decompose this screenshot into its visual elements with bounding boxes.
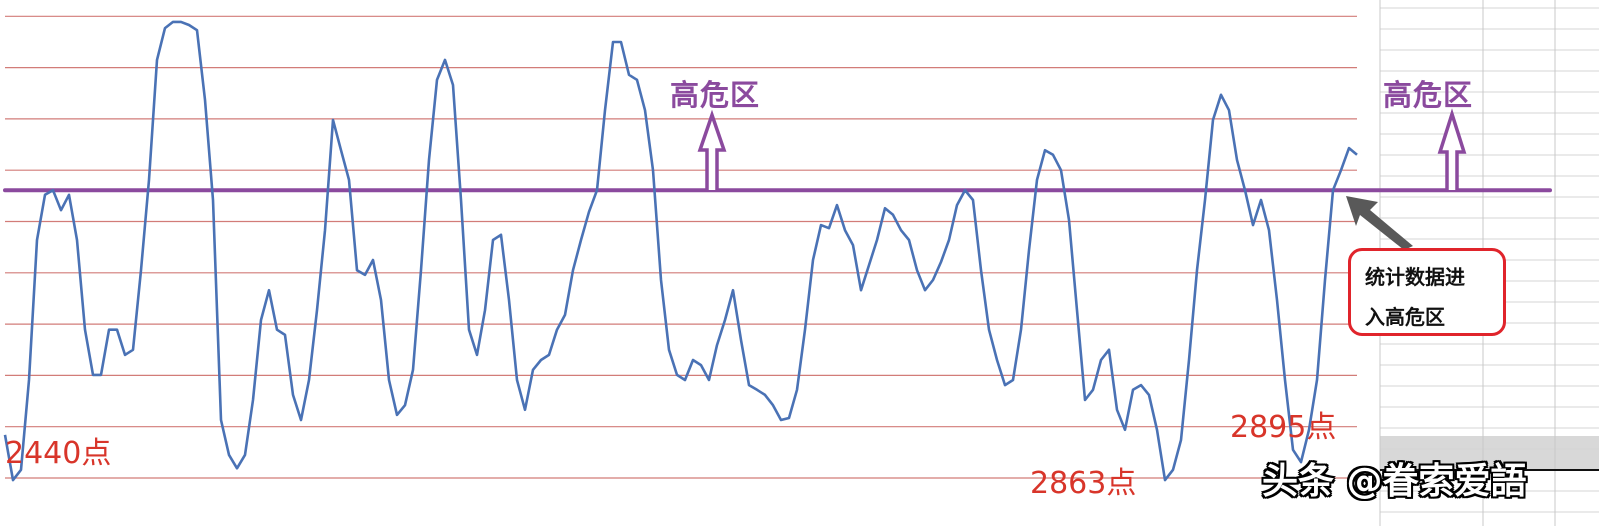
gridlines	[5, 15, 1357, 479]
selected-row	[1380, 436, 1599, 469]
callout-pointer-arrow	[1346, 196, 1413, 250]
up-arrow-icon	[1437, 108, 1467, 190]
callout-box: 统计数据进 入高危区	[1348, 248, 1506, 336]
callout-text: 统计数据进	[1365, 265, 1465, 289]
series-line	[3, 20, 1358, 482]
point-label: 2863点	[1030, 466, 1137, 501]
high-risk-zone-label: 高危区	[670, 78, 761, 112]
point-label: 2895点	[1230, 410, 1337, 445]
high-risk-zone-label: 高危区	[1383, 78, 1474, 112]
watermark: 头条 @眷索爱語	[1262, 461, 1527, 502]
up-arrow-icon	[697, 109, 727, 190]
point-label: 2440点	[5, 436, 112, 471]
callout-text: 入高危区	[1365, 305, 1445, 329]
